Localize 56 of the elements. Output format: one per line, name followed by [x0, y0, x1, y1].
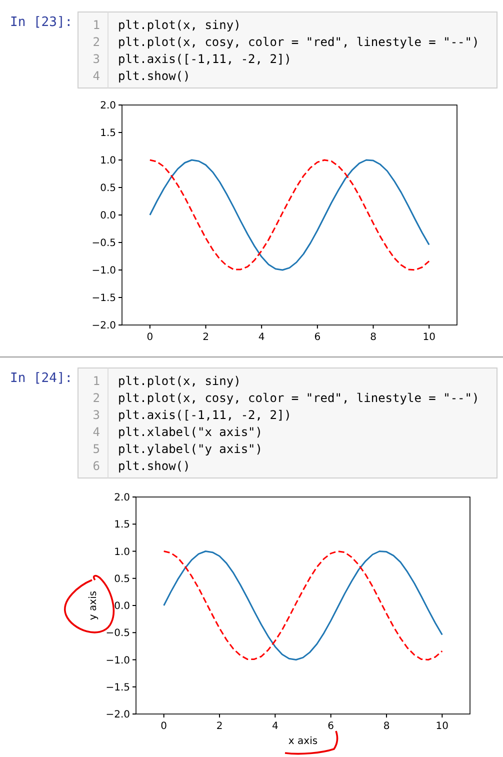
x-tick-label: 6 — [314, 332, 321, 343]
text: plt.axis([-1,11, -2, 2]) — [118, 52, 292, 66]
text: 2 — [92, 35, 100, 49]
text: 3 — [92, 52, 100, 66]
y-tick-label: −2.0 — [106, 710, 130, 720]
x-tick-label: 4 — [272, 721, 278, 732]
y-tick-label: −1.0 — [92, 266, 116, 276]
x-axis-title: x axis — [288, 736, 318, 747]
x-tick-label: 2 — [202, 332, 209, 343]
y-tick-label: −0.5 — [92, 238, 116, 249]
text: 6 — [92, 459, 100, 473]
x-tick-label: 0 — [146, 332, 154, 343]
x-tick-label: 4 — [258, 332, 265, 343]
text: plt.plot(x, siny) — [118, 18, 241, 32]
text: plt.plot(x, siny) — [118, 374, 241, 388]
text: plt.plot(x, cosy, color = "red", linestyle = "--") — [118, 35, 480, 49]
x-tick-label: 8 — [383, 721, 390, 732]
text: plt.axis([-1,11, -2, 2]) — [118, 408, 292, 422]
x-tick-label: 10 — [422, 332, 436, 343]
text: plt.xlabel("x axis") — [118, 425, 262, 439]
x-tick-label: 2 — [216, 721, 223, 732]
y-tick-label: 2.0 — [100, 100, 116, 112]
y-tick-label: −1.5 — [106, 682, 130, 694]
text: plt.plot(x, cosy, color = "red", linestyle = "--") — [118, 391, 480, 405]
y-tick-label: 0.5 — [114, 574, 130, 585]
text: 1 — [92, 18, 100, 32]
text: plt.show() — [118, 69, 190, 83]
x-tick-label: 10 — [436, 721, 449, 732]
y-tick-label: 0.0 — [114, 601, 130, 612]
text: In [23]: — [10, 15, 73, 30]
x-tick-label: 0 — [160, 721, 168, 732]
text: 4 — [92, 69, 100, 83]
y-tick-label: 1.0 — [114, 546, 130, 558]
x-tick-label: 6 — [328, 721, 334, 732]
text: 5 — [92, 442, 100, 456]
text: 2 — [92, 391, 100, 405]
y-tick-label: 1.5 — [100, 128, 116, 139]
y-tick-label: 1.5 — [114, 520, 130, 531]
text: 1 — [92, 374, 100, 388]
y-tick-label: 0.0 — [100, 210, 116, 222]
y-axis-title: y axis — [88, 590, 99, 620]
x-tick-label: 8 — [370, 332, 376, 343]
line-series — [163, 550, 443, 660]
text: 3 — [92, 408, 100, 422]
text: In [24]: — [10, 371, 73, 386]
text: 4 — [92, 425, 100, 439]
y-tick-label: 1.0 — [100, 156, 116, 166]
text: plt.ylabel("y axis") — [118, 442, 262, 456]
y-tick-label: 2.0 — [114, 492, 130, 504]
y-tick-label: −2.0 — [92, 320, 116, 332]
y-tick-label: −0.5 — [106, 628, 130, 640]
y-tick-label: −1.0 — [106, 655, 130, 666]
y-tick-label: 0.5 — [100, 183, 116, 194]
line-series — [149, 159, 430, 271]
y-tick-label: −1.5 — [92, 293, 116, 304]
text: plt.show() — [118, 459, 190, 473]
